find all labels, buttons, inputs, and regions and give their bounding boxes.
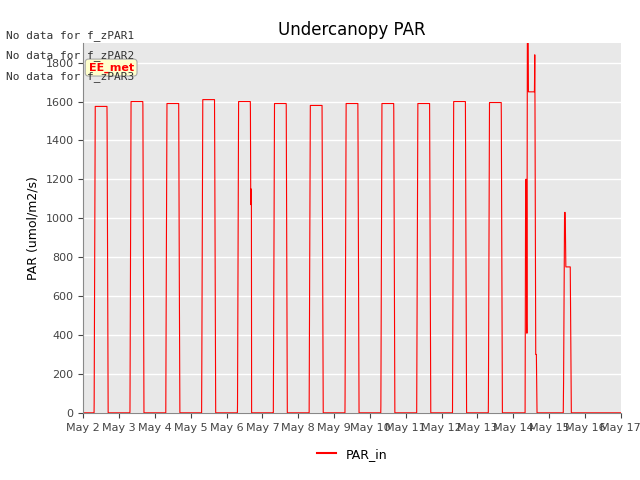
Text: No data for f_zPAR2: No data for f_zPAR2 bbox=[6, 50, 134, 61]
Legend: PAR_in: PAR_in bbox=[312, 443, 392, 466]
Y-axis label: PAR (umol/m2/s): PAR (umol/m2/s) bbox=[27, 176, 40, 280]
Title: Undercanopy PAR: Undercanopy PAR bbox=[278, 21, 426, 39]
Text: No data for f_zPAR1: No data for f_zPAR1 bbox=[6, 30, 134, 41]
Text: EE_met: EE_met bbox=[88, 62, 134, 72]
Text: No data for f_zPAR3: No data for f_zPAR3 bbox=[6, 71, 134, 82]
